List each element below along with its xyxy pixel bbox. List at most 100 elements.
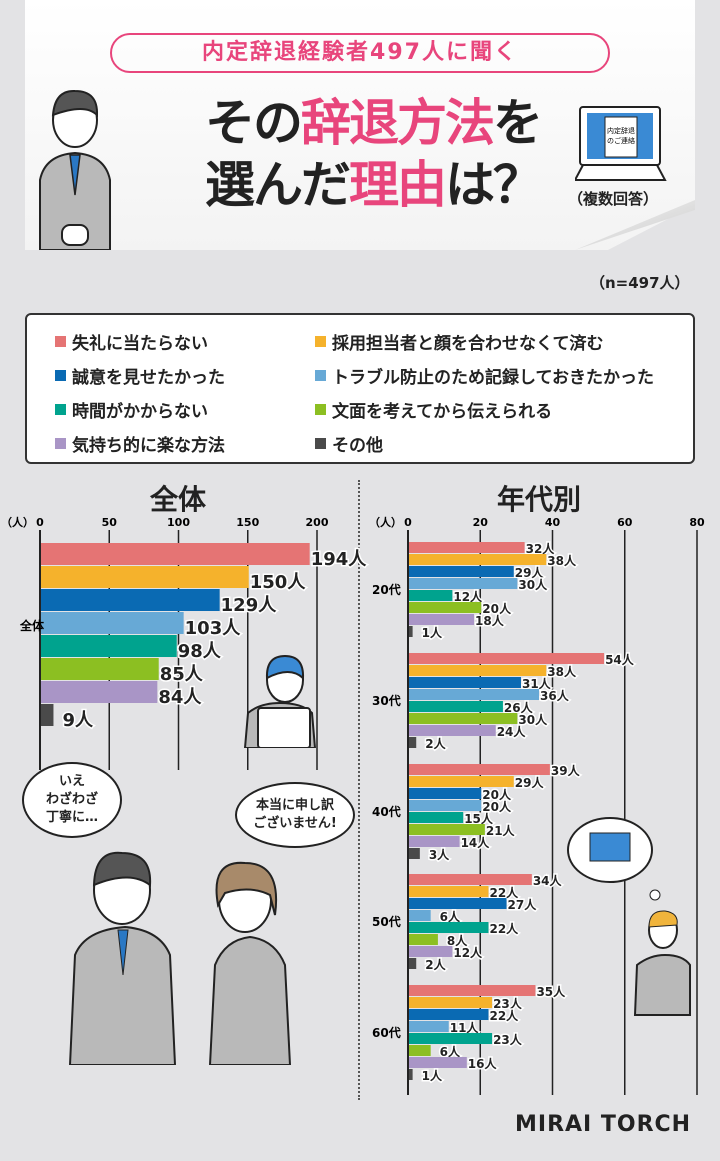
bar <box>409 1021 449 1032</box>
data-label: 1人 <box>422 1068 443 1083</box>
data-label: 29人 <box>515 565 545 580</box>
data-label: 21人 <box>486 823 516 838</box>
category-label: 60代 <box>372 1025 401 1040</box>
data-label: 32人 <box>526 541 556 556</box>
data-label: 23人 <box>493 996 523 1011</box>
bar <box>409 922 489 933</box>
bar <box>409 665 547 676</box>
data-label: 30人 <box>518 712 548 727</box>
bar <box>409 1069 413 1080</box>
bar <box>409 725 496 736</box>
bar <box>409 554 547 565</box>
bar <box>409 958 417 969</box>
bar <box>409 985 536 996</box>
legend-swatch <box>55 438 66 449</box>
tick-label: 150 <box>236 516 259 529</box>
data-label: 129人 <box>221 595 278 616</box>
bar <box>409 824 485 835</box>
bar <box>409 886 489 897</box>
bar <box>409 614 475 625</box>
tick-label: 40 <box>545 516 561 529</box>
title-highlight: 理由 <box>349 156 447 214</box>
legend-item: その他 <box>315 431 383 456</box>
bar <box>41 589 220 611</box>
legend-item: 時間がかからない <box>55 397 208 422</box>
tick-label: 50 <box>102 516 118 529</box>
data-label: 150人 <box>250 572 307 593</box>
survey-subtitle: 内定辞退経験者497人に聞く <box>110 33 610 73</box>
category-label: 全体 <box>19 618 45 633</box>
legend-swatch <box>55 336 66 347</box>
data-label: 12人 <box>453 589 483 604</box>
bar <box>41 681 158 703</box>
data-label: 103人 <box>185 618 242 639</box>
bar <box>409 689 540 700</box>
data-label: 85人 <box>160 664 204 685</box>
legend-item: 失礼に当たらない <box>55 329 208 354</box>
bar <box>409 764 550 775</box>
speech-bubble-right: 本当に申し訳 ございません! <box>235 782 355 848</box>
legend-swatch <box>315 404 326 415</box>
legend-label: その他 <box>332 436 383 456</box>
legend-label: 失礼に当たらない <box>72 334 208 354</box>
tick-label: 100 <box>167 516 190 529</box>
bar <box>409 898 507 909</box>
data-label: 98人 <box>178 641 222 662</box>
bar <box>409 1033 493 1044</box>
mirai-torch-logo: MIRAI TORCH <box>515 1112 692 1137</box>
bar <box>409 997 493 1008</box>
category-label: 20代 <box>372 582 401 597</box>
legend-item: 誠意を見せたかった <box>55 363 225 388</box>
tick-label: 20 <box>473 516 489 529</box>
data-label: 1人 <box>422 625 443 640</box>
data-label: 36人 <box>540 688 570 703</box>
data-label: 20人 <box>482 799 512 814</box>
bar <box>409 812 464 823</box>
speech-text: 本当に申し訳 ございません! <box>253 798 337 831</box>
bar <box>409 836 460 847</box>
bar <box>409 934 438 945</box>
data-label: 14人 <box>461 835 491 850</box>
data-label: 35人 <box>536 984 566 999</box>
data-label: 31人 <box>522 676 552 691</box>
bar <box>41 658 159 680</box>
bar <box>409 653 605 664</box>
title-part: 選んだ <box>205 156 351 214</box>
bar <box>409 776 514 787</box>
two-people-illustration <box>68 851 292 1065</box>
data-label: 16人 <box>468 1056 498 1071</box>
title-part: は？ <box>445 156 543 214</box>
legend-swatch <box>315 438 326 449</box>
bar <box>409 701 503 712</box>
laptop-illustration: 内定辞退 のご連絡 <box>575 106 667 181</box>
data-label: 20人 <box>482 787 512 802</box>
tick-label: 60 <box>617 516 633 529</box>
data-label: 34人 <box>533 873 563 888</box>
bar <box>409 626 413 637</box>
laptop-text: のご連絡 <box>607 136 635 145</box>
data-label: 84人 <box>158 687 202 708</box>
bar <box>41 635 177 657</box>
legend-swatch <box>55 370 66 381</box>
speech-text: いえ わざわざ 丁寧に… <box>45 774 98 825</box>
bar <box>409 946 453 957</box>
data-label: 24人 <box>497 724 527 739</box>
bar <box>409 578 518 589</box>
tick-label: 80 <box>689 516 705 529</box>
bar <box>41 612 184 634</box>
legend-swatch <box>315 336 326 347</box>
data-label: 2人 <box>425 736 446 751</box>
data-label: 20人 <box>482 601 512 616</box>
bar <box>409 874 532 885</box>
legend-item: 採用担当者と顔を合わせなくて済む <box>315 329 604 354</box>
legend-label: 採用担当者と顔を合わせなくて済む <box>332 334 604 354</box>
bar <box>409 566 514 577</box>
data-label: 26人 <box>504 700 534 715</box>
bar <box>409 910 431 921</box>
bar <box>409 800 482 811</box>
bar <box>409 1045 431 1056</box>
page-title: その辞退方法を 選んだ理由は？ <box>205 92 565 216</box>
bar <box>409 602 482 613</box>
laptop-text: 内定辞退 <box>607 126 635 135</box>
bar <box>409 1057 467 1068</box>
